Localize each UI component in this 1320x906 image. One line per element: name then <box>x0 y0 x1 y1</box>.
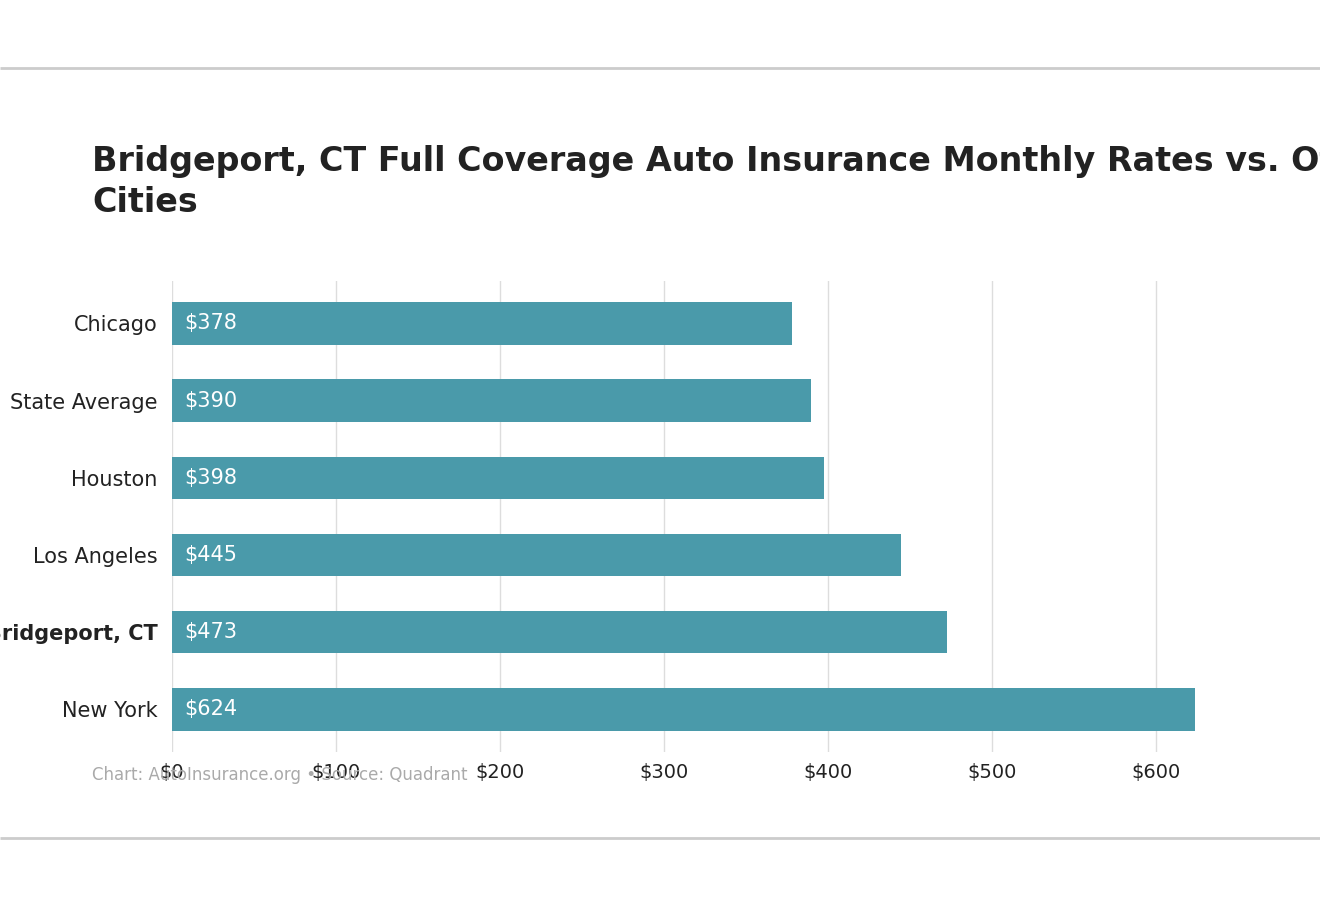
Bar <box>172 457 824 499</box>
Text: $473: $473 <box>185 622 238 642</box>
Bar <box>172 303 792 344</box>
Text: $390: $390 <box>185 390 238 410</box>
Bar <box>172 611 948 653</box>
Bar <box>172 689 1195 730</box>
Text: $445: $445 <box>185 545 238 565</box>
Bar <box>172 380 812 422</box>
Text: $624: $624 <box>185 699 238 719</box>
Text: Chart: AutoInsurance.org • Source: Quadrant: Chart: AutoInsurance.org • Source: Quadr… <box>92 766 467 784</box>
Text: Bridgeport, CT Full Coverage Auto Insurance Monthly Rates vs. Other U.S.
Cities: Bridgeport, CT Full Coverage Auto Insura… <box>92 145 1320 218</box>
Bar <box>172 534 902 576</box>
Text: $378: $378 <box>185 313 238 333</box>
Text: $398: $398 <box>185 467 238 487</box>
